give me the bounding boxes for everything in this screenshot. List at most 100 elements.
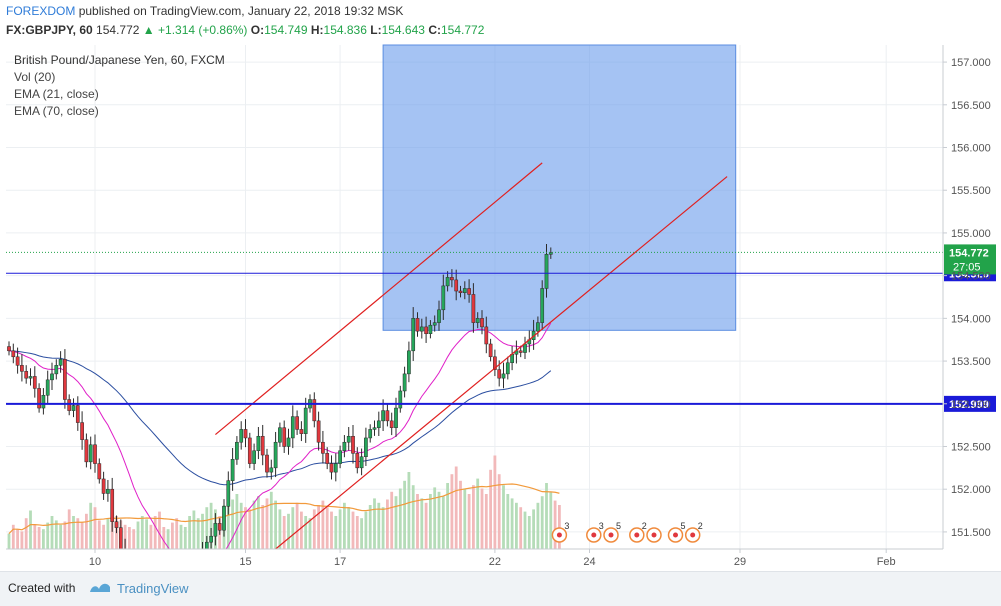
price-chart[interactable]: 154.528152.999154.77227:05335252151.5001… bbox=[0, 40, 1001, 571]
volume-bar bbox=[300, 511, 303, 549]
volume-bar bbox=[463, 488, 467, 549]
x-tick-label: 22 bbox=[489, 556, 501, 568]
volume-bar bbox=[467, 494, 471, 549]
volume-bar bbox=[132, 529, 136, 549]
candle-body bbox=[75, 405, 80, 423]
volume-bar bbox=[149, 524, 153, 549]
volume-bar bbox=[454, 466, 458, 549]
volume-bar bbox=[42, 529, 45, 549]
candle-body bbox=[437, 309, 441, 323]
candle-body bbox=[312, 399, 317, 422]
y-tick-label: 153.000 bbox=[951, 399, 991, 411]
channel-line[interactable] bbox=[215, 162, 543, 435]
candle-body bbox=[467, 288, 471, 295]
volume-bar bbox=[72, 516, 75, 549]
volume-bar bbox=[360, 518, 363, 549]
volume-bar bbox=[102, 524, 105, 549]
symbol-name[interactable]: FX:GBPJPY, 60 bbox=[6, 23, 93, 37]
candle-body bbox=[41, 394, 46, 409]
candle-body bbox=[364, 437, 368, 457]
candle-body bbox=[290, 416, 295, 439]
candle-body bbox=[419, 326, 424, 332]
y-tick-label: 151.500 bbox=[951, 527, 991, 539]
candle-body bbox=[450, 277, 454, 281]
candle-body bbox=[411, 318, 416, 352]
volume-bar bbox=[437, 491, 441, 549]
candle-body bbox=[398, 390, 403, 409]
candle-body bbox=[222, 506, 226, 531]
legend-item-volume[interactable]: Vol (20) bbox=[14, 70, 56, 84]
legend-item-ema70[interactable]: EMA (70, close) bbox=[14, 104, 99, 118]
publisher-link[interactable]: FOREXDOM bbox=[6, 4, 76, 18]
volume-bar bbox=[248, 509, 252, 549]
candle-body bbox=[110, 488, 115, 522]
volume-bar bbox=[16, 529, 19, 549]
candle-body bbox=[286, 437, 291, 447]
high-label: H: bbox=[310, 23, 324, 37]
candle-body bbox=[372, 427, 377, 430]
volume-bar bbox=[510, 498, 514, 549]
y-tick-label: 155.000 bbox=[951, 228, 991, 240]
candle-body bbox=[441, 285, 446, 311]
x-tick-label: 15 bbox=[239, 556, 251, 568]
candle-body bbox=[368, 429, 373, 439]
volume-bar bbox=[334, 516, 338, 549]
candle-body bbox=[316, 420, 321, 443]
volume-bar bbox=[196, 518, 200, 549]
volume-bar bbox=[476, 478, 480, 549]
volume-bar bbox=[338, 509, 342, 549]
candle-body bbox=[93, 444, 97, 464]
candle-body bbox=[114, 521, 119, 528]
volume-bar bbox=[519, 507, 523, 549]
legend-title[interactable]: British Pound/Japanese Yen, 60, FXCM bbox=[14, 53, 225, 67]
candle-body bbox=[385, 410, 390, 422]
candle-body bbox=[213, 523, 218, 537]
volume-bar bbox=[97, 520, 101, 549]
volume-bar bbox=[472, 485, 475, 549]
candle-body bbox=[458, 290, 463, 293]
volume-bar bbox=[287, 513, 290, 549]
volume-bar bbox=[545, 483, 548, 549]
high-value: 154.836 bbox=[323, 23, 367, 37]
target-box[interactable] bbox=[382, 44, 737, 331]
candle-body bbox=[80, 422, 84, 440]
volume-bar bbox=[355, 516, 359, 549]
volume-bar bbox=[80, 522, 84, 549]
candle-body bbox=[432, 322, 437, 326]
channel-line[interactable] bbox=[275, 176, 728, 550]
volume-bar bbox=[497, 474, 501, 549]
candle-body bbox=[273, 441, 278, 469]
volume-bar bbox=[145, 519, 148, 549]
candle-body bbox=[63, 359, 67, 400]
volume-bar bbox=[20, 531, 24, 549]
volume-bar bbox=[515, 502, 518, 549]
volume-bar bbox=[29, 510, 32, 549]
volume-bar bbox=[7, 533, 11, 549]
volume-bar bbox=[386, 499, 389, 549]
volume-bar bbox=[450, 474, 454, 549]
change-value: +1.314 (+0.86%) bbox=[158, 23, 248, 37]
volume-bar bbox=[381, 507, 385, 549]
volume-bar bbox=[153, 516, 157, 549]
candle-body bbox=[118, 527, 123, 549]
tradingview-brand-link[interactable]: TradingView bbox=[117, 581, 189, 596]
candle-body bbox=[325, 453, 330, 464]
event-flag-icon bbox=[556, 532, 562, 538]
volume-bar bbox=[411, 485, 415, 549]
y-tick-label: 153.500 bbox=[951, 356, 991, 368]
plot-area bbox=[7, 244, 561, 549]
tradingview-logo-icon[interactable] bbox=[88, 579, 112, 595]
candle-body bbox=[505, 362, 510, 375]
candle-body bbox=[256, 435, 261, 452]
candle-body bbox=[269, 467, 274, 473]
candle-body bbox=[252, 450, 256, 464]
volume-bar bbox=[480, 488, 484, 549]
volume-bar bbox=[33, 524, 37, 549]
candle-body bbox=[518, 350, 523, 353]
last-price-tag bbox=[944, 244, 996, 275]
candle-body bbox=[540, 288, 545, 323]
legend-item-ema21[interactable]: EMA (21, close) bbox=[14, 87, 99, 101]
candle-body bbox=[106, 488, 110, 494]
published-text: published on TradingView.com, January 22… bbox=[78, 4, 404, 18]
y-tick-label: 155.500 bbox=[951, 185, 991, 197]
